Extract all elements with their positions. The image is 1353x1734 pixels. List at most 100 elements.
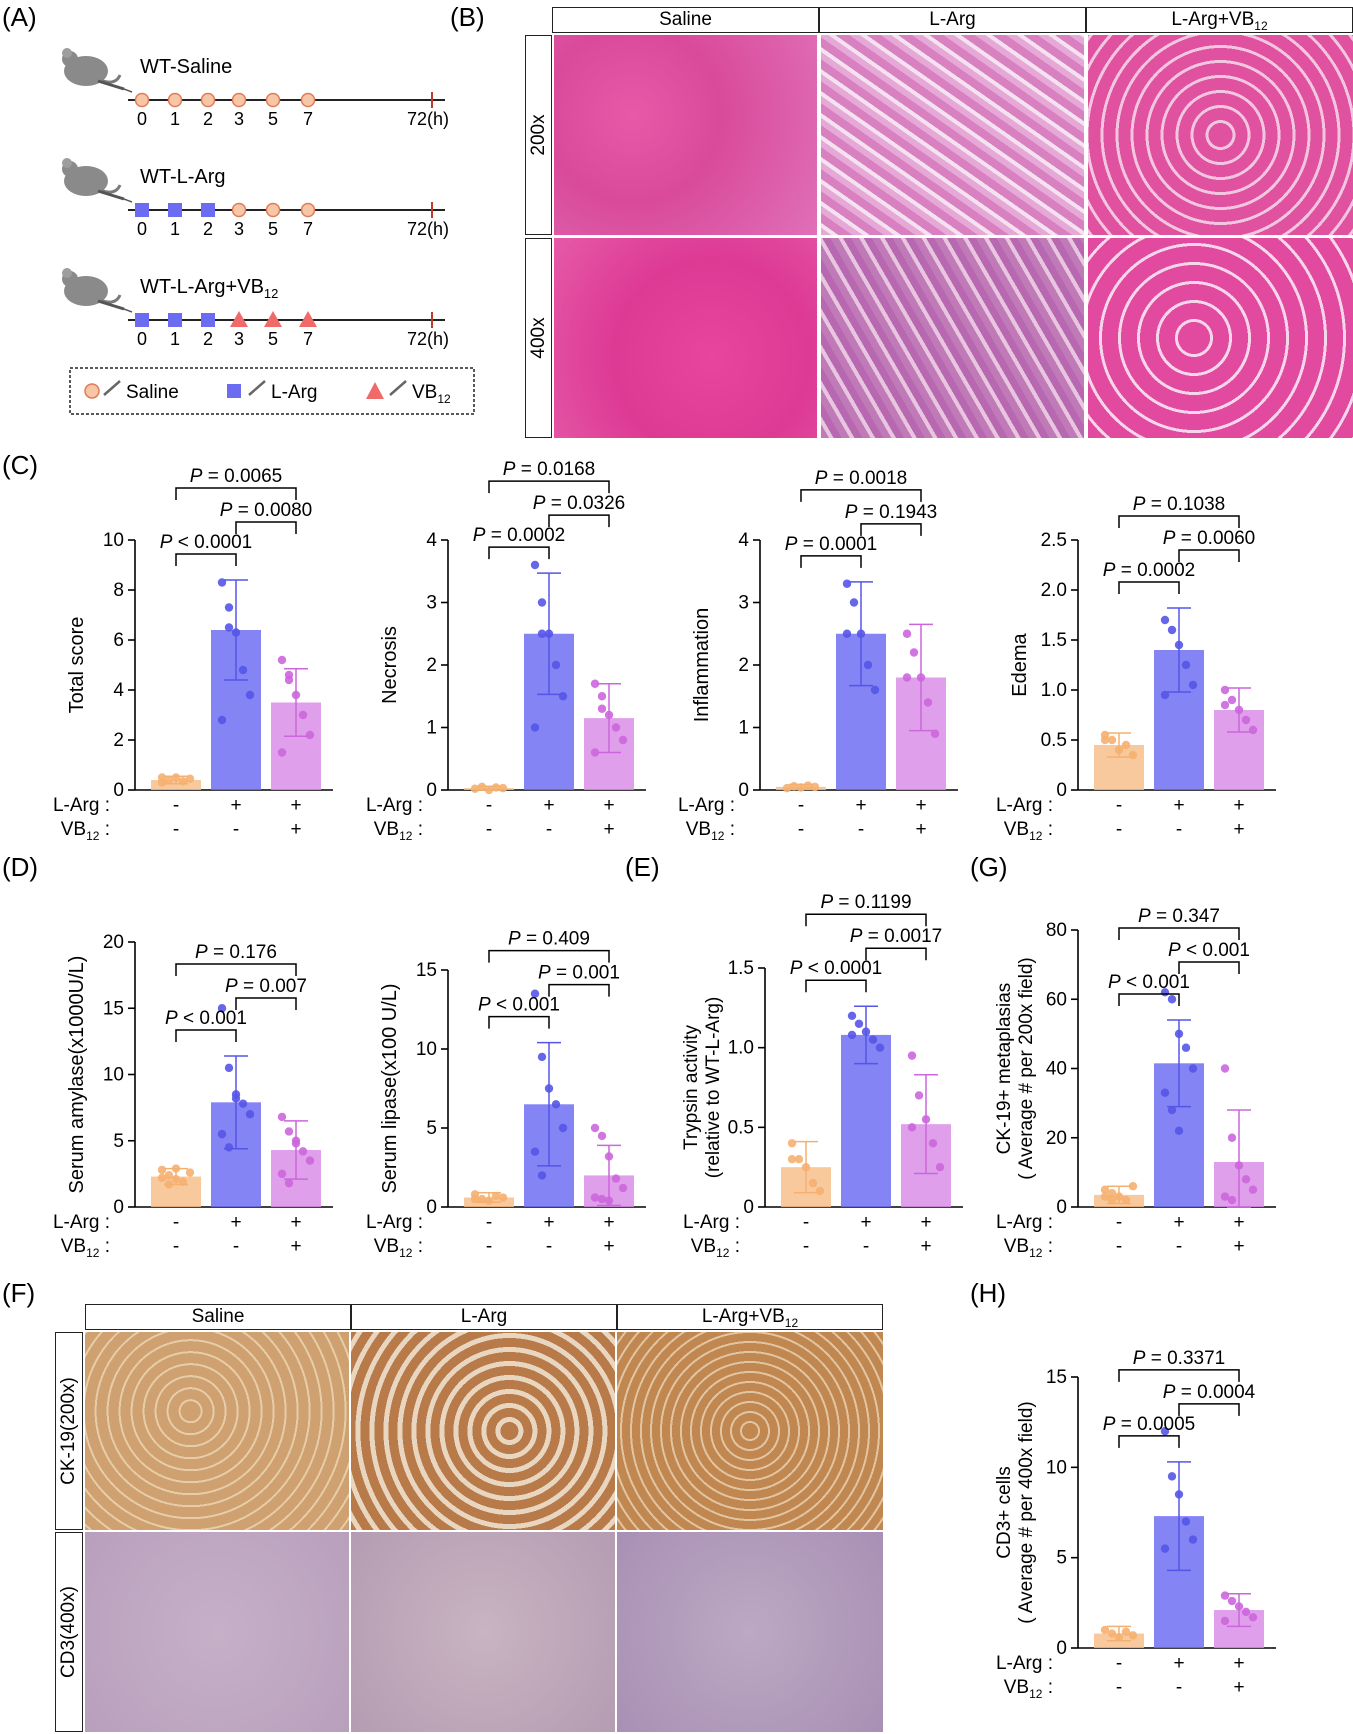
row-header-cd3: CD3(400x) <box>55 1532 83 1732</box>
treatment-sign: - <box>1116 1236 1122 1257</box>
treatment-label-larg: L-Arg : <box>366 1212 423 1233</box>
data-point <box>815 1186 825 1196</box>
p-value-label: P = 0.1943 <box>845 502 937 523</box>
chart-e: 0 0.5 1.0 1.5 Trypsin activity (relative to W… <box>681 892 963 1260</box>
data-point <box>921 1115 931 1124</box>
treatment-sign: - <box>173 1236 179 1257</box>
data-point <box>1234 1161 1244 1170</box>
significance-bracket <box>1118 581 1180 594</box>
y-tick-label: 20 <box>1046 1128 1067 1149</box>
data-point <box>498 783 508 793</box>
treatment-sign: + <box>543 1212 554 1233</box>
treatment-sign: - <box>1116 1677 1122 1698</box>
data-point <box>810 782 820 792</box>
column-header-larg: L-Arg <box>351 1304 617 1330</box>
panel-label-c: (C) <box>2 450 39 480</box>
data-point <box>277 1112 287 1122</box>
he-image-larg-400x <box>821 238 1084 438</box>
treatment-sign: - <box>798 795 804 816</box>
data-point <box>1114 1192 1124 1201</box>
p-value-label: P = 0.0001 <box>785 534 877 555</box>
data-point <box>245 690 255 700</box>
treatment-sign: + <box>915 819 926 840</box>
significance-bracket <box>1118 927 1240 941</box>
y-tick-label: 10 <box>103 530 124 551</box>
y-tick-label: 5 <box>1056 1548 1067 1569</box>
treatment-sign: + <box>290 819 301 840</box>
treatment-sign: - <box>1116 1653 1122 1674</box>
data-point <box>217 715 227 725</box>
treatment-sign: - <box>1176 1236 1182 1257</box>
treatment-sign: + <box>603 1212 614 1233</box>
y-tick-label: 0 <box>1056 1197 1067 1218</box>
svg-text:2: 2 <box>203 219 213 239</box>
data-point <box>847 1030 857 1040</box>
p-value-label: P = 0.001 <box>538 963 620 984</box>
svg-text:7: 7 <box>303 219 313 239</box>
data-point <box>284 1178 294 1188</box>
chart-c2: 0 1 2 3 4 Necrosis P = 0.0002 P = 0.0326 P = 0.0… <box>366 459 646 843</box>
data-point <box>796 783 806 792</box>
treatment-sign: - <box>173 819 179 840</box>
data-point <box>530 989 540 998</box>
treatment-sign: - <box>486 1212 492 1233</box>
data-point <box>551 1100 561 1109</box>
treatment-label-larg: L-Arg : <box>996 1212 1053 1233</box>
treatment-label-vb12: VB12 : <box>1004 1236 1053 1260</box>
treatment-sign: + <box>1233 1212 1244 1233</box>
data-point <box>470 1194 480 1204</box>
column-header-larg-vb12: L-Arg+VB12 <box>617 1304 883 1330</box>
data-point <box>530 560 540 570</box>
treatment-sign: - <box>486 795 492 816</box>
data-point <box>590 1123 600 1133</box>
treatment-sign: - <box>803 1212 809 1233</box>
data-point <box>1234 705 1244 715</box>
y-tick-label: 0 <box>1056 1638 1067 1659</box>
y-tick-label: 1 <box>426 718 437 739</box>
treatment-sign: - <box>546 1236 552 1257</box>
data-point <box>1160 1088 1170 1097</box>
data-point <box>1114 745 1124 755</box>
data-point <box>178 1177 188 1187</box>
y-tick-label: 2 <box>738 655 749 676</box>
data-point <box>537 629 547 638</box>
data-point <box>842 579 852 588</box>
significance-bracket <box>800 489 922 502</box>
data-point <box>1174 1490 1184 1499</box>
treatment-sign: - <box>486 819 492 840</box>
data-point <box>1107 1195 1117 1205</box>
data-point <box>298 710 308 720</box>
data-point <box>217 578 227 587</box>
svg-text:2: 2 <box>203 109 213 129</box>
data-point <box>1100 1625 1110 1635</box>
treatment-label-larg: L-Arg : <box>683 1212 740 1233</box>
p-value-label: P = 0.0065 <box>190 466 282 487</box>
treatment-sign: + <box>1173 1653 1184 1674</box>
data-point <box>1220 1064 1230 1073</box>
significance-bracket <box>548 514 610 528</box>
data-point <box>537 598 547 607</box>
data-point <box>1181 660 1191 670</box>
timeline-wt-larg: WT-L-Arg 0 1 2 3 5 7 72(h) <box>60 156 449 239</box>
ihc-image-cd3-saline <box>85 1532 349 1732</box>
treatment-sign: + <box>230 1212 241 1233</box>
treatment-label-vb12: VB12 : <box>374 819 423 843</box>
y-axis-label: Edema <box>1009 632 1031 696</box>
data-point <box>1188 680 1198 690</box>
treatment-sign: + <box>1173 1212 1184 1233</box>
data-point <box>803 781 813 790</box>
data-point <box>231 1094 241 1103</box>
y-tick-label: 80 <box>1046 920 1067 941</box>
treatment-sign: + <box>603 795 614 816</box>
data-point <box>923 698 933 707</box>
timeline-wt-larg-vb12: WT-L-Arg+VB12 0 1 2 3 5 7 72(h) <box>60 266 449 349</box>
data-point <box>1128 1631 1138 1640</box>
p-value-label: P = 0.1199 <box>820 892 911 913</box>
timeline-wt-saline: WT-Saline 0 1 2 3 5 7 72(h) <box>60 46 449 129</box>
data-point <box>590 679 600 688</box>
chart-g: 0 20 40 60 80 CK-19+ metaplasias( Average # p… <box>994 906 1276 1260</box>
data-point <box>498 1193 508 1202</box>
data-point <box>537 1052 547 1062</box>
chart-d1: 0 5 10 15 20 Serum amylase(x1000U/L) P < 0.001… <box>53 932 333 1260</box>
treatment-label-vb12: VB12 : <box>374 1236 423 1260</box>
